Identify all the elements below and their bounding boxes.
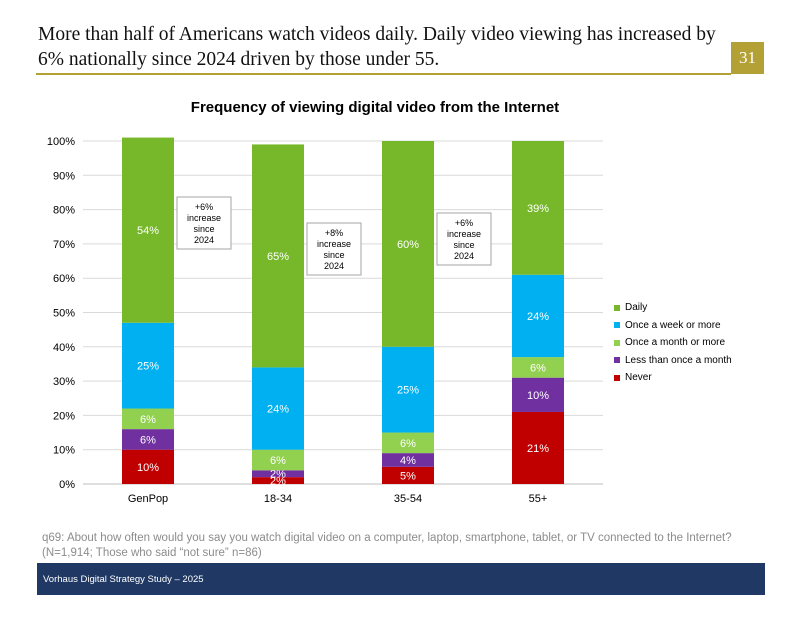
legend-label-daily: Daily <box>625 302 648 314</box>
y-tick-label: 70% <box>53 239 75 251</box>
data-label: 24% <box>267 404 289 416</box>
bar-segment <box>382 432 434 454</box>
legend-swatch-daily <box>614 304 620 311</box>
bar-segment <box>122 137 174 323</box>
chart-legend: Daily Once a week or more Once a month o… <box>614 299 732 387</box>
data-label: 6% <box>270 455 286 467</box>
legend-label-less-than-monthly: Less than once a month <box>625 354 732 366</box>
legend-swatch-weekly <box>614 322 620 329</box>
footer-text: Vorhaus Digital Strategy Study – 2025 <box>43 574 204 585</box>
chart-title: Frequency of viewing digital video from … <box>190 99 560 116</box>
x-tick-label: 18-34 <box>264 493 292 505</box>
annotation-text: +6% <box>195 202 213 212</box>
annotation-text: 2024 <box>454 251 474 261</box>
y-tick-label: 100% <box>47 136 75 148</box>
bar-segment <box>252 477 304 484</box>
bar-segment <box>382 346 434 433</box>
data-label: 6% <box>140 414 156 426</box>
legend-item-monthly: Once a month or more <box>614 334 732 352</box>
data-label: 5% <box>400 470 416 482</box>
legend-swatch-never <box>614 374 620 381</box>
annotation-box <box>306 222 362 276</box>
bar-segment <box>382 141 434 347</box>
annotation-text: since <box>323 250 344 260</box>
data-label: 10% <box>527 390 549 402</box>
y-tick-label: 50% <box>53 308 75 320</box>
slide-headline: More than half of Americans watch videos… <box>38 24 716 70</box>
bar-segment <box>512 411 564 484</box>
data-label: 2% <box>270 476 286 488</box>
annotation-text: 2024 <box>194 235 214 245</box>
legend-label-monthly: Once a month or more <box>625 337 726 349</box>
data-label: 21% <box>527 443 549 455</box>
data-label: 4% <box>400 455 416 467</box>
data-label: 10% <box>137 462 159 474</box>
y-tick-label: 60% <box>53 273 75 285</box>
annotation-text: increase <box>447 229 481 239</box>
data-label: 6% <box>530 362 546 374</box>
annotation-text: since <box>193 224 214 234</box>
bar-segment <box>252 449 304 471</box>
data-label: 25% <box>137 361 159 373</box>
legend-label-never: Never <box>625 372 652 384</box>
x-tick-label: 35-54 <box>394 493 422 505</box>
data-label: 65% <box>267 251 289 263</box>
bar-segment <box>512 141 564 275</box>
bar-segment <box>122 449 174 484</box>
annotation-text: increase <box>187 213 221 223</box>
legend-swatch-monthly <box>614 339 620 346</box>
data-label: 39% <box>527 203 549 215</box>
legend-item-daily: Daily <box>614 299 732 317</box>
footer-bar: Vorhaus Digital Strategy Study – 2025 <box>37 563 765 595</box>
annotation-text: since <box>453 240 474 250</box>
data-label: 25% <box>397 385 419 397</box>
question-note: q69: About how often would you say you w… <box>42 532 732 559</box>
data-label: 6% <box>140 434 156 446</box>
legend-item-less-than-monthly: Less than once a month <box>614 352 732 370</box>
y-tick-label: 20% <box>53 410 75 422</box>
bar-segment <box>382 466 434 484</box>
y-tick-label: 0% <box>59 479 75 491</box>
bar-segment <box>122 408 174 430</box>
annotation-text: increase <box>317 239 351 249</box>
y-tick-label: 80% <box>53 205 75 217</box>
bar-segment <box>512 274 564 358</box>
bar-segment <box>252 367 304 450</box>
page-number-badge: 31 <box>731 42 764 74</box>
bar-segment <box>122 322 174 409</box>
data-label: 24% <box>527 311 549 323</box>
data-label: 60% <box>397 239 419 251</box>
y-tick-label: 10% <box>53 445 75 457</box>
annotation-box <box>176 196 232 250</box>
data-label: 54% <box>137 225 159 237</box>
bar-segment <box>382 453 434 467</box>
legend-label-weekly: Once a week or more <box>625 319 721 331</box>
data-label: 2% <box>270 469 286 481</box>
legend-item-weekly: Once a week or more <box>614 317 732 335</box>
y-tick-label: 90% <box>53 170 75 182</box>
bar-segment <box>252 470 304 478</box>
header-rule <box>36 73 731 75</box>
annotation-box <box>436 212 492 266</box>
annotation-text: +8% <box>325 228 343 238</box>
bar-segment <box>252 144 304 368</box>
annotation-text: +6% <box>455 218 473 228</box>
x-tick-label: GenPop <box>128 493 168 505</box>
bar-segment <box>512 357 564 378</box>
y-tick-label: 40% <box>53 342 75 354</box>
bar-segment <box>512 377 564 412</box>
x-tick-label: 55+ <box>529 493 548 505</box>
legend-item-never: Never <box>614 369 732 387</box>
annotation-text: 2024 <box>324 261 344 271</box>
data-label: 6% <box>400 438 416 450</box>
y-tick-label: 30% <box>53 376 75 388</box>
bar-segment <box>122 429 174 450</box>
legend-swatch-less-than-monthly <box>614 357 620 364</box>
